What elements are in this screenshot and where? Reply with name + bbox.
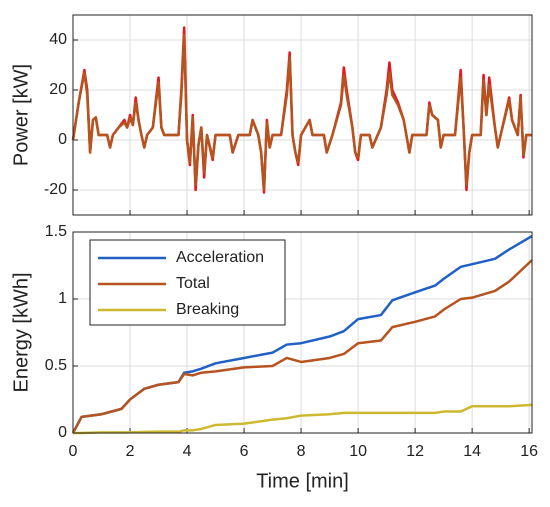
- x-tick-label: 12: [406, 443, 424, 460]
- x-axis-label: Time [min]: [256, 470, 349, 492]
- y-axis-label: Energy [kWh]: [10, 272, 32, 392]
- y-axis-label: Power [kW]: [10, 64, 32, 166]
- x-tick-label: 4: [183, 443, 192, 460]
- y-tick-label: 0: [58, 131, 67, 148]
- x-tick-label: 2: [126, 443, 135, 460]
- data-line: [71, 259, 533, 434]
- y-tick-label: 40: [49, 31, 67, 48]
- x-tick-label: 10: [349, 443, 367, 460]
- y-tick-label: 0.5: [45, 357, 67, 374]
- y-tick-label: 1: [58, 290, 67, 307]
- legend-label: Acceleration: [176, 249, 264, 266]
- data-line: [73, 403, 533, 435]
- plot-area: [73, 15, 532, 215]
- y-tick-label: 0: [58, 424, 67, 441]
- legend-label: Breaking: [176, 301, 239, 318]
- legend-label: Total: [176, 275, 210, 292]
- y-tick-label: 20: [49, 81, 67, 98]
- x-tick-label: 14: [463, 443, 481, 460]
- data-line: [71, 33, 532, 192]
- axes-frame: [72, 231, 533, 434]
- axes-frame: [72, 14, 533, 216]
- x-tick-label: 6: [240, 443, 249, 460]
- y-tick-label: 1.5: [45, 223, 67, 240]
- y-tick-label: -20: [44, 181, 67, 198]
- x-tick-label: 16: [520, 443, 538, 460]
- x-tick-label: 8: [297, 443, 306, 460]
- x-tick-label: 0: [69, 443, 78, 460]
